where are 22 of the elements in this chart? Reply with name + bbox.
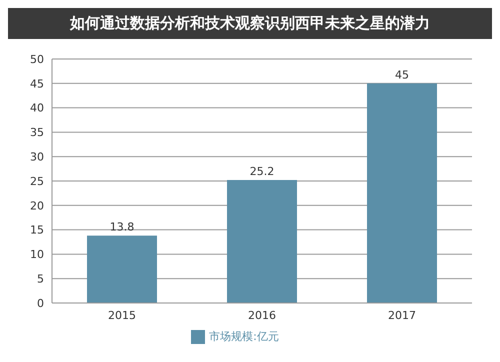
bar [367,83,437,303]
y-tick-label: 35 [30,126,44,140]
y-tick-label: 45 [30,77,44,90]
y-tick-label: 10 [30,248,44,262]
y-tick-label: 15 [30,224,44,237]
y-tick-label: 5 [37,272,44,286]
data-label: 45 [395,68,409,82]
x-tick-label: 2017 [388,308,416,322]
bar [87,236,157,303]
bar [227,180,297,303]
y-tick-label: 0 [37,296,44,310]
legend-label: 市场规模:亿元 [209,330,279,343]
y-tick-label: 20 [30,199,44,212]
chart-title: 如何通过数据分析和技术观察识别西甲未来之星的潜力 [8,8,492,39]
data-label: 13.8 [110,220,134,234]
x-tick-label: 2016 [248,308,276,322]
x-tick-label: 2015 [108,308,136,322]
y-tick-label: 50 [30,52,44,66]
y-tick-label: 40 [30,102,44,115]
y-tick-label: 25 [30,174,44,188]
y-tick-label: 30 [30,150,44,164]
data-label: 25.2 [250,165,274,178]
